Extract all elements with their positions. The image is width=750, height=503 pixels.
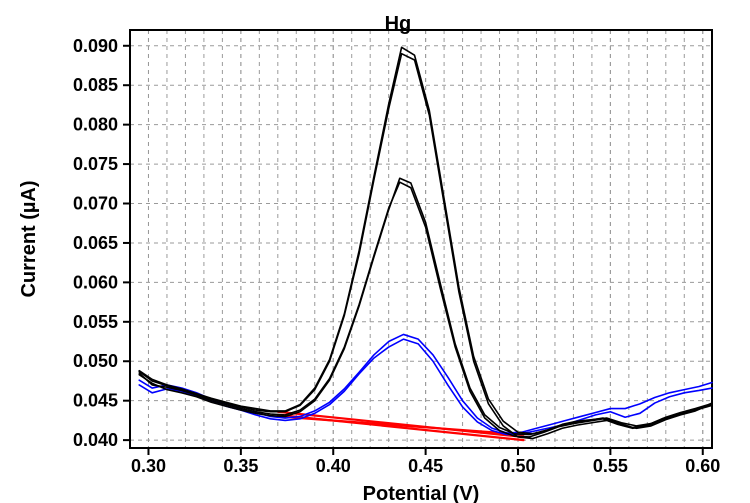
xtick-label: 0.40	[316, 456, 351, 476]
xtick-label: 0.30	[131, 456, 166, 476]
xtick-label: 0.45	[408, 456, 443, 476]
peak-label: Hg	[385, 13, 412, 35]
ytick-label: 0.055	[73, 312, 118, 332]
xtick-label: 0.35	[223, 456, 258, 476]
ytick-label: 0.045	[73, 391, 118, 411]
ytick-label: 0.080	[73, 115, 118, 135]
ytick-label: 0.065	[73, 233, 118, 253]
y-axis-label: Current (µA)	[18, 180, 40, 297]
xtick-label: 0.60	[685, 456, 720, 476]
ytick-label: 0.050	[73, 351, 118, 371]
x-axis-label: Potential (V)	[363, 483, 480, 503]
ytick-label: 0.040	[73, 430, 118, 450]
xtick-label: 0.50	[500, 456, 535, 476]
ytick-label: 0.090	[73, 36, 118, 56]
voltammogram-chart: 0.30 0.35 0.40 0.45 0.50 0.55 0.60 0.040 0.045 0.…	[0, 0, 750, 503]
ytick-label: 0.085	[73, 75, 118, 95]
ytick-label: 0.060	[73, 272, 118, 292]
ytick-label: 0.075	[73, 154, 118, 174]
xtick-label: 0.55	[593, 456, 628, 476]
ytick-label: 0.070	[73, 194, 118, 214]
